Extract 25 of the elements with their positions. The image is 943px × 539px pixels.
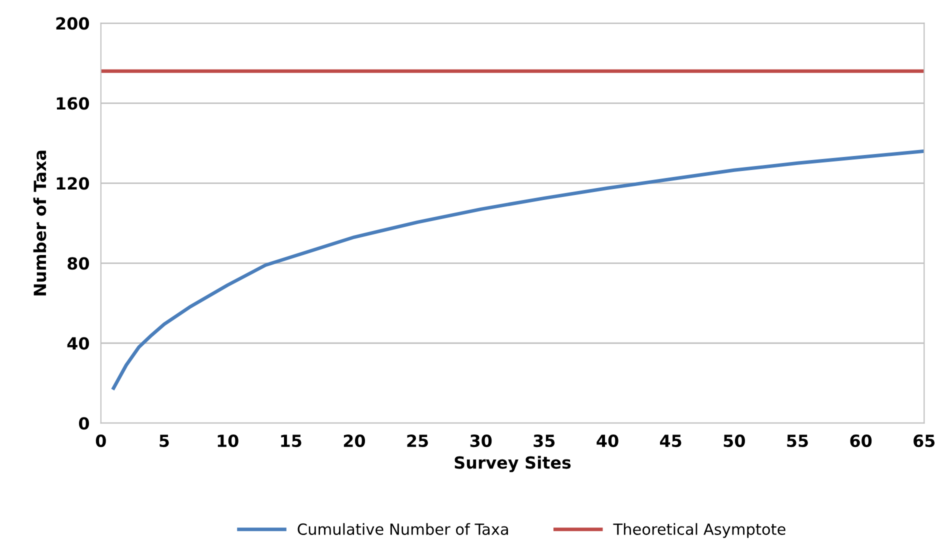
y-tick-label: 120 bbox=[56, 177, 89, 190]
y-axis-title: Number of Taxa bbox=[33, 150, 46, 296]
x-tick-label: 40 bbox=[596, 434, 618, 448]
x-tick-label: 60 bbox=[850, 434, 872, 448]
x-tick-label: 50 bbox=[724, 434, 745, 448]
x-tick-label: 35 bbox=[534, 434, 555, 448]
x-tick-label: 20 bbox=[344, 434, 366, 448]
x-tick-label: 5 bbox=[160, 434, 169, 448]
x-axis-title: Survey Sites bbox=[454, 456, 571, 472]
x-tick-label: 65 bbox=[914, 434, 935, 448]
legend-label: Cumulative Number of Taxa bbox=[298, 523, 508, 535]
y-tick-label: 0 bbox=[78, 417, 89, 430]
x-tick-label: 10 bbox=[218, 434, 238, 448]
y-tick-label: 200 bbox=[56, 17, 89, 30]
x-tick-label: 55 bbox=[787, 434, 808, 448]
x-tick-label: 45 bbox=[660, 434, 682, 448]
x-tick-label: 30 bbox=[470, 434, 492, 448]
x-tick-label: 25 bbox=[407, 434, 428, 448]
y-tick-label: 160 bbox=[56, 97, 89, 110]
y-tick-label: 80 bbox=[68, 257, 89, 270]
y-tick-label: 40 bbox=[67, 337, 89, 350]
x-tick-label: 15 bbox=[281, 434, 302, 448]
legend-label: Theoretical Asymptote bbox=[613, 523, 786, 538]
line-series bbox=[112, 149, 924, 390]
x-tick-label: 0 bbox=[96, 434, 106, 448]
